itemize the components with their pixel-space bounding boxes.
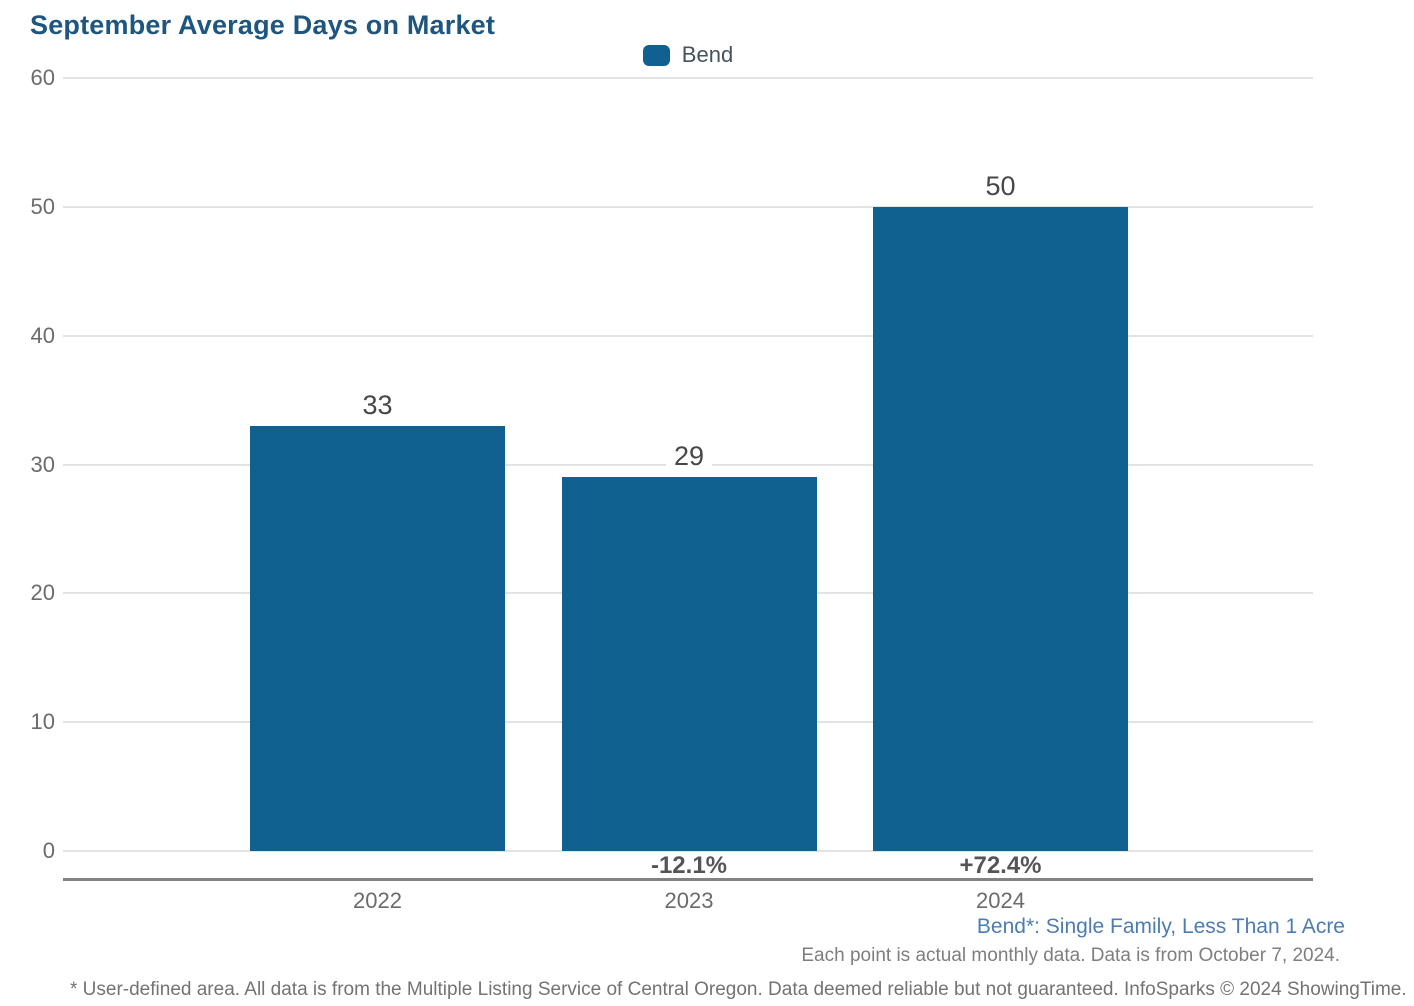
x-tick-label: 2024 (976, 888, 1025, 913)
x-axis-line (63, 878, 1313, 881)
disclaimer-note: * User-defined area. All data is from th… (70, 979, 1407, 1000)
legend-label: Bend (681, 42, 734, 67)
legend[interactable]: Bend (0, 42, 1376, 68)
y-tick-label: 10 (30, 709, 55, 735)
bar-value-label: 50 (941, 170, 1061, 201)
gridline (63, 850, 1313, 852)
gridline (63, 77, 1313, 79)
bar-value-label: 33 (318, 389, 438, 420)
y-tick-label: 50 (30, 193, 55, 219)
pct-change-label: -12.1% (650, 852, 728, 879)
bar-2024[interactable] (873, 206, 1128, 851)
plot-area: 0 10 20 30 40 50 60 33 29 50 (31, 65, 1313, 863)
x-tick-label: 2023 (664, 888, 714, 913)
y-tick-label: 20 (30, 580, 55, 606)
y-tick-label: 30 (30, 451, 55, 477)
pct-change-label: +72.4% (959, 852, 1042, 879)
y-tick-label: 60 (30, 65, 55, 90)
y-tick-label: 0 (42, 838, 55, 863)
chart-title: September Average Days on Market (30, 10, 496, 40)
y-tick-label: 40 (30, 322, 55, 348)
series-definition-note: Bend*: Single Family, Less Than 1 Acre (976, 915, 1345, 938)
legend-swatch-icon (642, 44, 670, 66)
bar-2022[interactable] (250, 425, 505, 851)
data-source-note: Each point is actual monthly data. Data … (801, 945, 1340, 966)
gridline (63, 205, 1313, 208)
bar-value-label: 29 (629, 441, 749, 472)
gridline (63, 334, 1313, 337)
bar-2023[interactable] (561, 477, 817, 851)
x-tick-label: 2022 (353, 888, 402, 913)
